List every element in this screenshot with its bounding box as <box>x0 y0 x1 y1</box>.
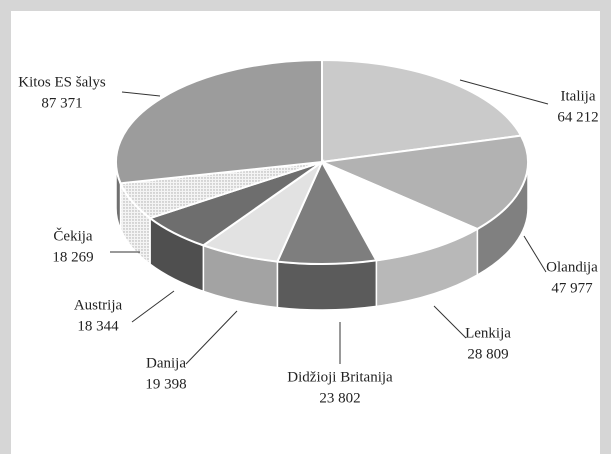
leader-line <box>433 305 467 339</box>
slice <box>321 58 523 164</box>
leader-line <box>121 91 161 97</box>
value-label: 87 371 <box>41 95 82 111</box>
slice <box>318 134 529 231</box>
leader-line <box>185 310 238 365</box>
value-label: 19 398 <box>145 376 186 392</box>
value-label: 64 212 <box>557 109 598 125</box>
slice-label: Austrija <box>74 297 123 313</box>
slice-label: Čekija <box>53 227 92 244</box>
leader-line <box>523 235 547 273</box>
slice-label: Italija <box>561 88 596 104</box>
slice-label: Danija <box>146 355 186 371</box>
slice <box>319 159 480 262</box>
value-label: 28 809 <box>467 346 508 362</box>
slice-label: Didžioji Britanija <box>287 369 393 385</box>
leader-line <box>131 290 175 323</box>
leader-line <box>459 79 549 105</box>
value-label: 18 344 <box>77 318 119 334</box>
value-label: 18 269 <box>52 249 93 265</box>
value-label: 47 977 <box>551 280 593 296</box>
slice-label: Olandija <box>546 259 598 275</box>
slice-label: Kitos ES šalys <box>18 74 106 90</box>
slice-label: Lenkija <box>465 325 511 341</box>
slice-side <box>276 259 378 311</box>
slice <box>275 159 378 265</box>
slice <box>115 58 323 185</box>
value-label: 23 802 <box>319 390 360 406</box>
